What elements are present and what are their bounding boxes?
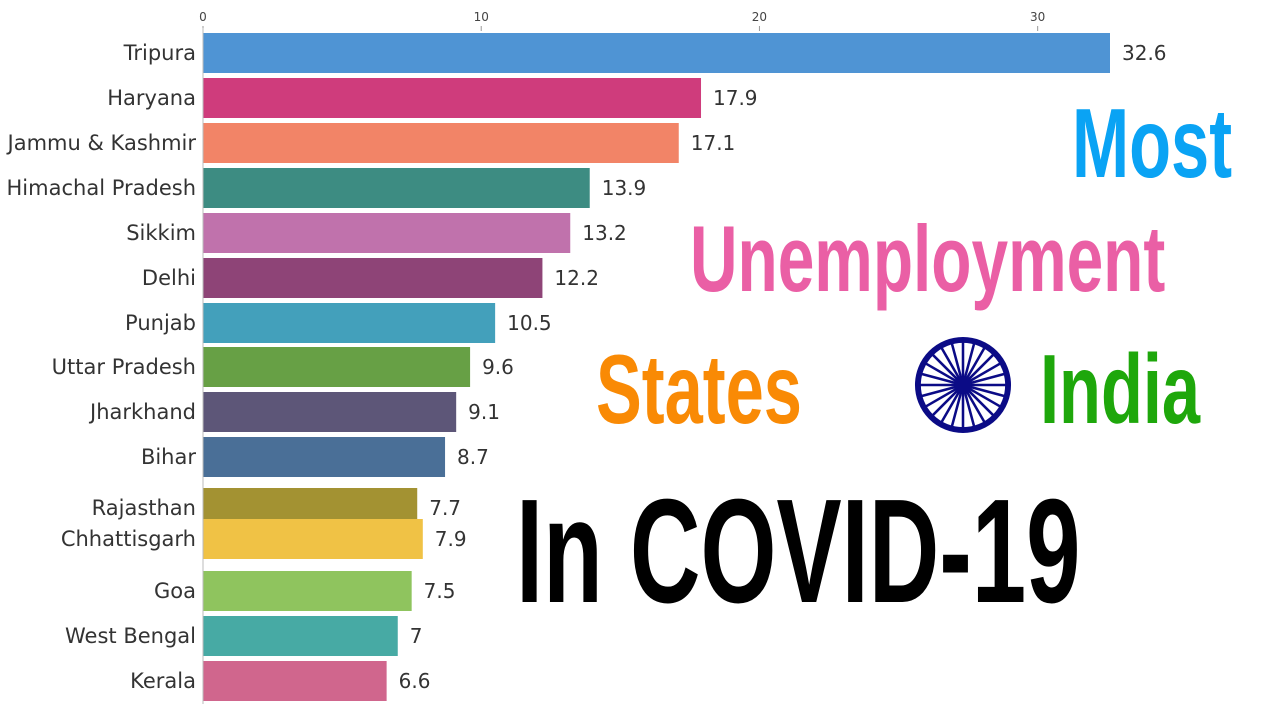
value-label: 7.5 xyxy=(424,579,456,603)
category-label: Haryana xyxy=(107,86,196,110)
category-label: West Bengal xyxy=(65,624,196,648)
category-label: Punjab xyxy=(125,311,196,335)
headline-most: Most xyxy=(1072,88,1233,198)
headline-states: States xyxy=(596,334,802,444)
category-label: Rajasthan xyxy=(92,496,196,520)
bar-uttar-pradesh xyxy=(203,347,471,387)
ashoka-chakra-icon xyxy=(914,336,1012,434)
category-label: Bihar xyxy=(141,445,196,469)
value-label: 8.7 xyxy=(457,445,489,469)
category-label: Himachal Pradesh xyxy=(7,176,196,200)
value-label: 17.1 xyxy=(691,131,736,155)
bar-chhattisgarh xyxy=(203,519,423,559)
category-label: Tripura xyxy=(123,41,196,65)
headline-unemployment: Unemployment xyxy=(690,206,1166,311)
x-axis-ticks: 0 10 20 30 xyxy=(199,10,1045,31)
bar-sikkim xyxy=(203,213,571,253)
value-label: 10.5 xyxy=(507,311,552,335)
x-tick-label: 10 xyxy=(474,10,489,24)
value-label: 13.9 xyxy=(602,176,647,200)
value-label: 7.9 xyxy=(435,527,467,551)
headline-india: India xyxy=(1040,334,1201,444)
bar-tripura xyxy=(203,33,1110,73)
value-label: 6.6 xyxy=(399,669,431,693)
value-label: 17.9 xyxy=(713,86,758,110)
x-tick-label: 30 xyxy=(1030,10,1045,24)
value-label: 7.7 xyxy=(429,496,461,520)
category-label: Uttar Pradesh xyxy=(52,355,196,379)
category-labels: Tripura Haryana Jammu & Kashmir Himachal Pr… xyxy=(6,41,197,693)
bar-kerala xyxy=(203,661,387,701)
bar-jammu-kashmir xyxy=(203,123,679,163)
bar-haryana xyxy=(203,78,702,118)
value-label: 7 xyxy=(410,624,423,648)
bar-west-bengal xyxy=(203,616,398,656)
category-label: Goa xyxy=(154,579,196,603)
bar-bihar xyxy=(203,437,446,477)
value-label: 32.6 xyxy=(1122,41,1167,65)
value-label: 12.2 xyxy=(554,266,599,290)
category-label: Kerala xyxy=(130,669,196,693)
category-label: Delhi xyxy=(142,266,196,290)
value-label: 9.1 xyxy=(468,400,500,424)
category-label: Sikkim xyxy=(126,221,196,245)
x-tick-label: 20 xyxy=(752,10,767,24)
value-label: 13.2 xyxy=(582,221,627,245)
bar-goa xyxy=(203,571,412,611)
bar-jharkhand xyxy=(203,392,457,432)
bar-delhi xyxy=(203,258,543,298)
bar-himachal-pradesh xyxy=(203,168,590,208)
value-labels: 32.6 17.9 17.1 13.9 13.2 12.210.5 9.6 9.1 8.7 7.7… xyxy=(399,41,1167,693)
category-label: Jharkhand xyxy=(88,400,196,424)
bar-punjab xyxy=(203,303,496,343)
headline-covid: In COVID-19 xyxy=(516,469,1081,634)
bars xyxy=(203,33,1110,701)
category-label: Jammu & Kashmir xyxy=(6,131,197,155)
value-label: 9.6 xyxy=(482,355,514,379)
x-tick-label: 0 xyxy=(199,10,207,24)
category-label: Chhattisgarh xyxy=(61,527,196,551)
